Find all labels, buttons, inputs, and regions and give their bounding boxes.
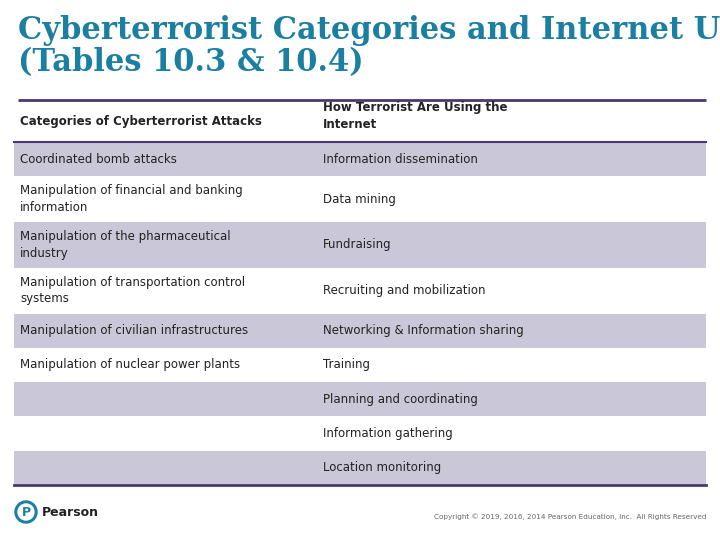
Text: How Terrorist Are Using the
Internet: How Terrorist Are Using the Internet	[323, 102, 508, 131]
Bar	[14, 222, 706, 268]
Text: Recruiting and mobilization: Recruiting and mobilization	[323, 284, 485, 297]
Bar	[14, 314, 706, 348]
Text: Information gathering: Information gathering	[323, 427, 453, 440]
Bar	[14, 142, 706, 176]
Text: Pearson: Pearson	[42, 505, 99, 518]
Bar	[14, 348, 706, 382]
Text: Fundraising: Fundraising	[323, 238, 392, 252]
Text: Information dissemination: Information dissemination	[323, 153, 478, 166]
Text: Training: Training	[323, 359, 370, 372]
Text: Data mining: Data mining	[323, 193, 396, 206]
Text: P: P	[22, 505, 30, 518]
Circle shape	[18, 504, 34, 520]
Text: Manipulation of financial and banking
information: Manipulation of financial and banking in…	[20, 185, 243, 214]
Text: Cyberterrorist Categories and Internet Use: Cyberterrorist Categories and Internet U…	[18, 15, 720, 46]
Text: Manipulation of nuclear power plants: Manipulation of nuclear power plants	[20, 359, 240, 372]
Text: Planning and coordinating: Planning and coordinating	[323, 393, 478, 406]
Text: (Tables 10.3 & 10.4): (Tables 10.3 & 10.4)	[18, 47, 364, 78]
Bar	[14, 416, 706, 451]
Text: Copyright © 2019, 2016, 2014 Pearson Education, Inc.  All Rights Reserved: Copyright © 2019, 2016, 2014 Pearson Edu…	[433, 514, 706, 520]
Text: Categories of Cyberterrorist Attacks: Categories of Cyberterrorist Attacks	[20, 116, 262, 129]
Bar	[14, 176, 706, 222]
Circle shape	[15, 501, 37, 523]
Bar	[14, 268, 706, 314]
Text: Manipulation of civilian infrastructures: Manipulation of civilian infrastructures	[20, 324, 248, 337]
Text: Networking & Information sharing: Networking & Information sharing	[323, 324, 523, 337]
Text: Coordinated bomb attacks: Coordinated bomb attacks	[20, 153, 177, 166]
Bar	[14, 382, 706, 416]
Text: Location monitoring: Location monitoring	[323, 461, 441, 474]
Text: Manipulation of transportation control
systems: Manipulation of transportation control s…	[20, 276, 245, 306]
Bar	[14, 451, 706, 485]
Text: Manipulation of the pharmaceutical
industry: Manipulation of the pharmaceutical indus…	[20, 230, 230, 260]
